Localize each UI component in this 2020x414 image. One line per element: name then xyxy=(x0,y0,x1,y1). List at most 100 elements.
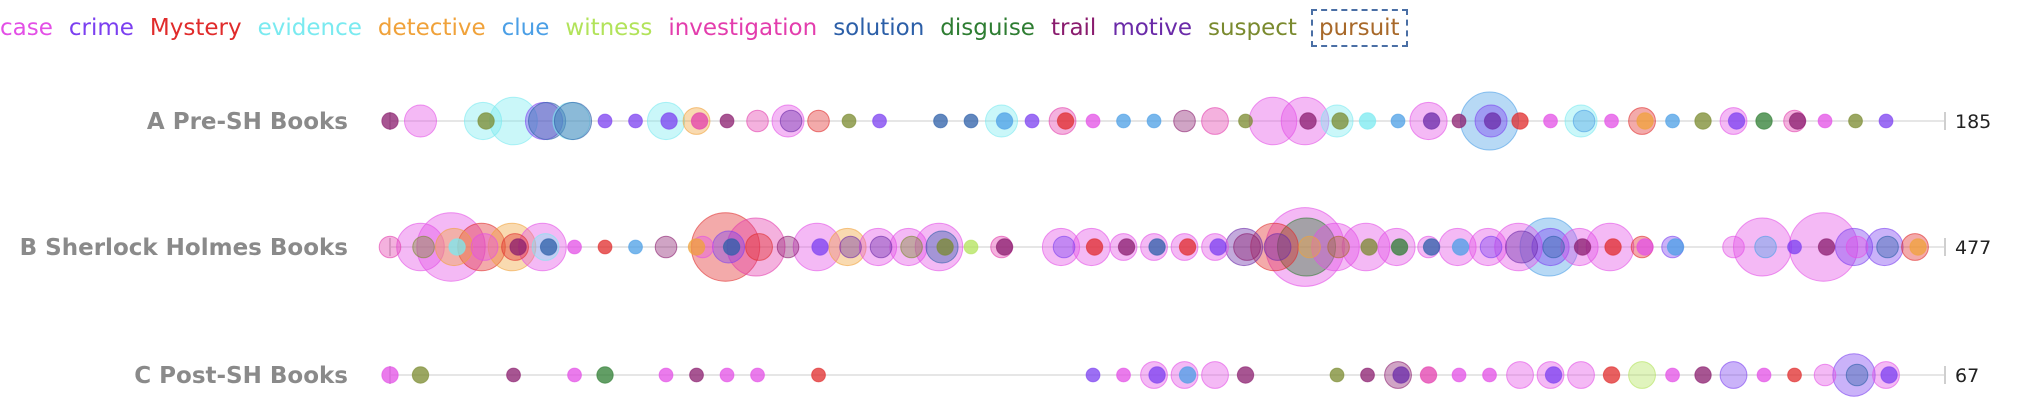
bubble-trail[interactable] xyxy=(1117,238,1136,256)
bubble-motive[interactable] xyxy=(1422,112,1441,130)
bubble-case[interactable] xyxy=(1451,367,1467,383)
bubble-solution[interactable] xyxy=(1542,235,1565,259)
bubble-case[interactable] xyxy=(719,367,735,383)
bubble-mystery[interactable] xyxy=(1511,112,1529,130)
bubble-case[interactable] xyxy=(567,239,582,255)
bubble-disguise[interactable] xyxy=(1755,112,1773,130)
bubble-case[interactable] xyxy=(396,222,445,272)
bubble-case[interactable] xyxy=(658,367,674,383)
bubble-solution[interactable] xyxy=(722,238,741,256)
bubble-crime[interactable] xyxy=(1878,113,1894,129)
bubble-solution[interactable] xyxy=(1422,238,1441,256)
bubble-crime[interactable] xyxy=(1544,366,1563,384)
bubble-trail[interactable] xyxy=(995,238,1014,256)
bubble-clue[interactable] xyxy=(1451,238,1470,256)
bubble-case[interactable] xyxy=(470,233,499,261)
legend-item-detective[interactable]: detective xyxy=(377,15,486,41)
bubble-suspect[interactable] xyxy=(1848,113,1863,129)
bubble-suspect[interactable] xyxy=(900,235,923,259)
legend-item-witness[interactable]: witness xyxy=(565,15,653,41)
bubble-clue[interactable] xyxy=(1146,113,1162,129)
bubble-crime[interactable] xyxy=(628,113,643,129)
bubble-mystery[interactable] xyxy=(1604,238,1622,256)
bubble-disguise[interactable] xyxy=(596,366,614,384)
bubble-case[interactable] xyxy=(1482,367,1497,383)
bubble-detective[interactable] xyxy=(1909,238,1927,256)
bubble-case[interactable] xyxy=(1567,361,1595,389)
bubble-solution[interactable] xyxy=(963,113,979,129)
bubble-case[interactable] xyxy=(404,104,437,138)
bubble-suspect[interactable] xyxy=(1238,113,1253,129)
bubble-crime[interactable] xyxy=(1052,235,1076,259)
legend-item-mystery[interactable]: Mystery xyxy=(149,15,242,41)
legend-item-pursuit[interactable]: pursuit xyxy=(1310,9,1408,47)
bubble-clue[interactable] xyxy=(1665,113,1680,129)
bubble-investigation[interactable] xyxy=(1419,366,1438,384)
bubble-disguise[interactable] xyxy=(1277,217,1337,277)
bubble-case[interactable] xyxy=(1085,113,1101,129)
bubble-trail[interactable] xyxy=(1817,238,1836,256)
bubble-clue[interactable] xyxy=(628,239,643,255)
bubble-case[interactable] xyxy=(1604,113,1619,129)
bubble-crime[interactable] xyxy=(872,113,887,129)
bubble-case[interactable] xyxy=(1311,222,1360,272)
bubble-clue[interactable] xyxy=(1572,109,1596,133)
bubble-mystery[interactable] xyxy=(597,239,613,255)
bubble-suspect[interactable] xyxy=(1329,367,1345,383)
bubble-suspect[interactable] xyxy=(841,113,857,129)
bubble-case[interactable] xyxy=(1201,361,1229,389)
bubble-trail[interactable] xyxy=(1360,367,1375,383)
bubble-trail[interactable] xyxy=(1299,112,1317,130)
bubble-case[interactable] xyxy=(1506,361,1534,389)
legend-item-investigation[interactable]: investigation xyxy=(668,15,818,41)
bubble-suspect[interactable] xyxy=(412,235,435,259)
bubble-crime[interactable] xyxy=(597,113,613,129)
bubble-mystery[interactable] xyxy=(1787,367,1802,383)
bubble-pursuit[interactable] xyxy=(1327,235,1350,259)
bubble-crime[interactable] xyxy=(660,112,678,130)
bubble-motive[interactable] xyxy=(1392,366,1410,384)
bubble-trail[interactable] xyxy=(654,235,678,259)
bubble-case[interactable] xyxy=(567,367,582,383)
bubble-solution[interactable] xyxy=(539,238,558,256)
bubble-mystery[interactable] xyxy=(807,109,830,133)
bubble-case[interactable] xyxy=(1543,113,1558,129)
bubble-case[interactable] xyxy=(771,104,805,138)
legend-item-trail[interactable]: trail xyxy=(1050,15,1097,41)
bubble-crime[interactable] xyxy=(1479,235,1503,259)
bubble-motive[interactable] xyxy=(1263,233,1292,261)
legend-item-case[interactable]: case xyxy=(0,15,53,41)
bubble-trail[interactable] xyxy=(776,235,800,259)
bubble-suspect[interactable] xyxy=(477,112,495,130)
bubble-mystery[interactable] xyxy=(1085,238,1104,256)
bubble-clue[interactable] xyxy=(995,112,1014,130)
bubble-clue[interactable] xyxy=(1666,238,1685,256)
bubble-solution[interactable] xyxy=(933,113,948,129)
legend-item-disguise[interactable]: disguise xyxy=(940,15,1035,41)
bubble-mystery[interactable] xyxy=(1602,366,1621,384)
bubble-motive[interactable] xyxy=(779,109,803,133)
bubble-investigation[interactable] xyxy=(746,109,769,133)
bubble-solution[interactable] xyxy=(1148,238,1166,256)
bubble-trail[interactable] xyxy=(506,367,521,383)
legend-item-suspect[interactable]: suspect xyxy=(1207,15,1297,41)
bubble-trail[interactable] xyxy=(689,367,704,383)
bubble-crime[interactable] xyxy=(1719,361,1748,389)
bubble-clue[interactable] xyxy=(1754,235,1777,259)
bubble-witness[interactable] xyxy=(963,239,979,255)
bubble-witness[interactable] xyxy=(1628,361,1656,389)
bubble-crime[interactable] xyxy=(1209,238,1227,256)
bubble-motive[interactable] xyxy=(1483,112,1502,130)
bubble-case[interactable] xyxy=(1845,235,1869,259)
bubble-evidence[interactable] xyxy=(1358,112,1377,130)
bubble-mystery[interactable] xyxy=(1056,112,1075,130)
bubble-trail[interactable] xyxy=(1233,233,1261,261)
bubble-mystery[interactable] xyxy=(745,233,773,261)
bubble-solution[interactable] xyxy=(553,101,593,141)
bubble-trail[interactable] xyxy=(1173,109,1196,133)
bubble-crime[interactable] xyxy=(811,238,829,256)
bubble-detective[interactable] xyxy=(1298,235,1321,259)
bubble-clue[interactable] xyxy=(1390,113,1406,129)
legend-item-solution[interactable]: solution xyxy=(833,15,925,41)
bubble-mystery[interactable] xyxy=(1178,238,1197,256)
